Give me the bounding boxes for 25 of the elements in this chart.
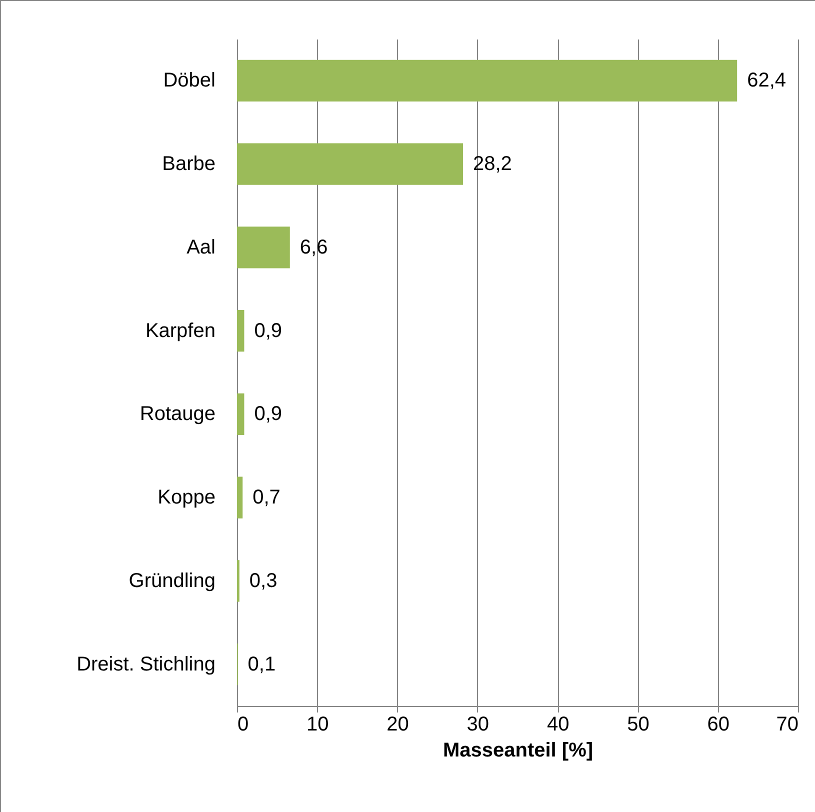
data-label: 62,4 [747,70,786,92]
x-tick-label: 30 [466,714,490,736]
y-tick-label: Karpfen [145,320,216,342]
data-label: 0,9 [254,403,282,426]
y-tick-label: Koppe [158,486,216,509]
y-tick-label: Barbe [162,153,216,176]
data-label: 0,1 [248,653,276,676]
y-tick-label: Rotauge [140,403,216,426]
x-tick-label: 0 [238,714,249,736]
x-axis-title: Masseanteil [%] [442,740,594,762]
x-tick-label: 50 [627,714,650,736]
data-label: 0,3 [249,570,278,592]
y-tick-label: Gründling [128,570,216,592]
data-label: 0,9 [254,320,282,342]
x-tick-label: 40 [546,714,570,736]
x-tick-label: 70 [776,714,798,736]
data-label: 6,6 [300,236,328,258]
x-tick-label: 60 [707,714,730,736]
data-label: 28,2 [473,153,512,176]
x-tick-label: 10 [306,714,329,736]
y-tick-label: Döbel [163,70,216,92]
x-tick-label: 20 [386,714,409,736]
data-label: 0,7 [252,486,280,509]
y-tick-label: Dreist. Stichling [76,653,216,676]
y-tick-label: Aal [186,236,216,258]
